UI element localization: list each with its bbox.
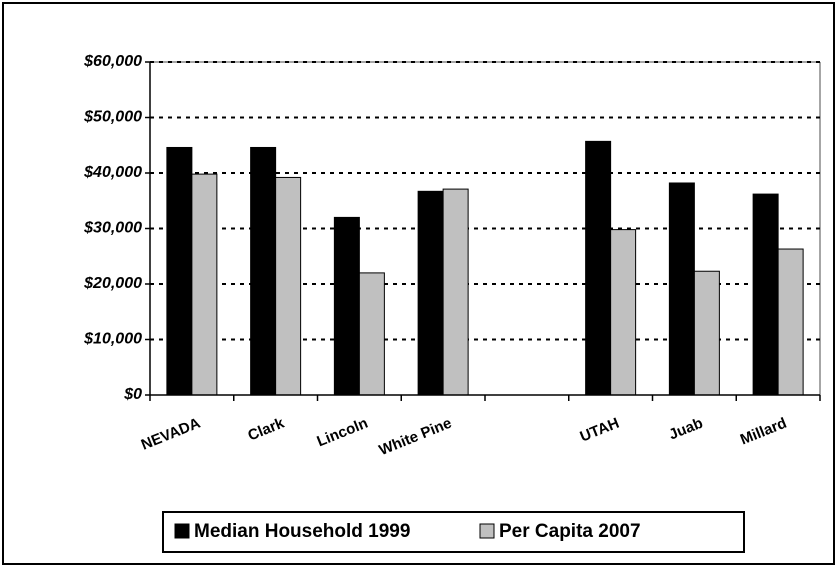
legend-label: Median Household 1999: [194, 521, 410, 542]
bar: [777, 248, 804, 396]
y-tick-label: $30,000: [83, 220, 142, 237]
y-tick-label: $40,000: [83, 164, 142, 181]
y-tick-label: $10,000: [83, 331, 142, 348]
legend-box: [162, 511, 745, 553]
bar: [191, 173, 218, 396]
bar: [250, 146, 277, 396]
bar: [585, 140, 612, 396]
y-tick-label: $0: [123, 386, 142, 403]
y-tick-label: $20,000: [83, 275, 142, 292]
bar: [358, 272, 385, 396]
y-tick-label: $60,000: [83, 53, 142, 70]
bar: [442, 188, 469, 396]
bar: [417, 190, 444, 396]
legend-swatch: [174, 523, 190, 539]
bar: [333, 216, 360, 396]
bar: [275, 176, 302, 396]
bar: [166, 146, 193, 396]
bar: [693, 270, 720, 396]
bar: [668, 182, 695, 396]
y-tick-label: $50,000: [83, 109, 142, 126]
legend-label: Per Capita 2007: [499, 521, 641, 542]
legend-swatch: [479, 523, 495, 539]
bar: [610, 229, 637, 396]
bar: [752, 193, 779, 396]
